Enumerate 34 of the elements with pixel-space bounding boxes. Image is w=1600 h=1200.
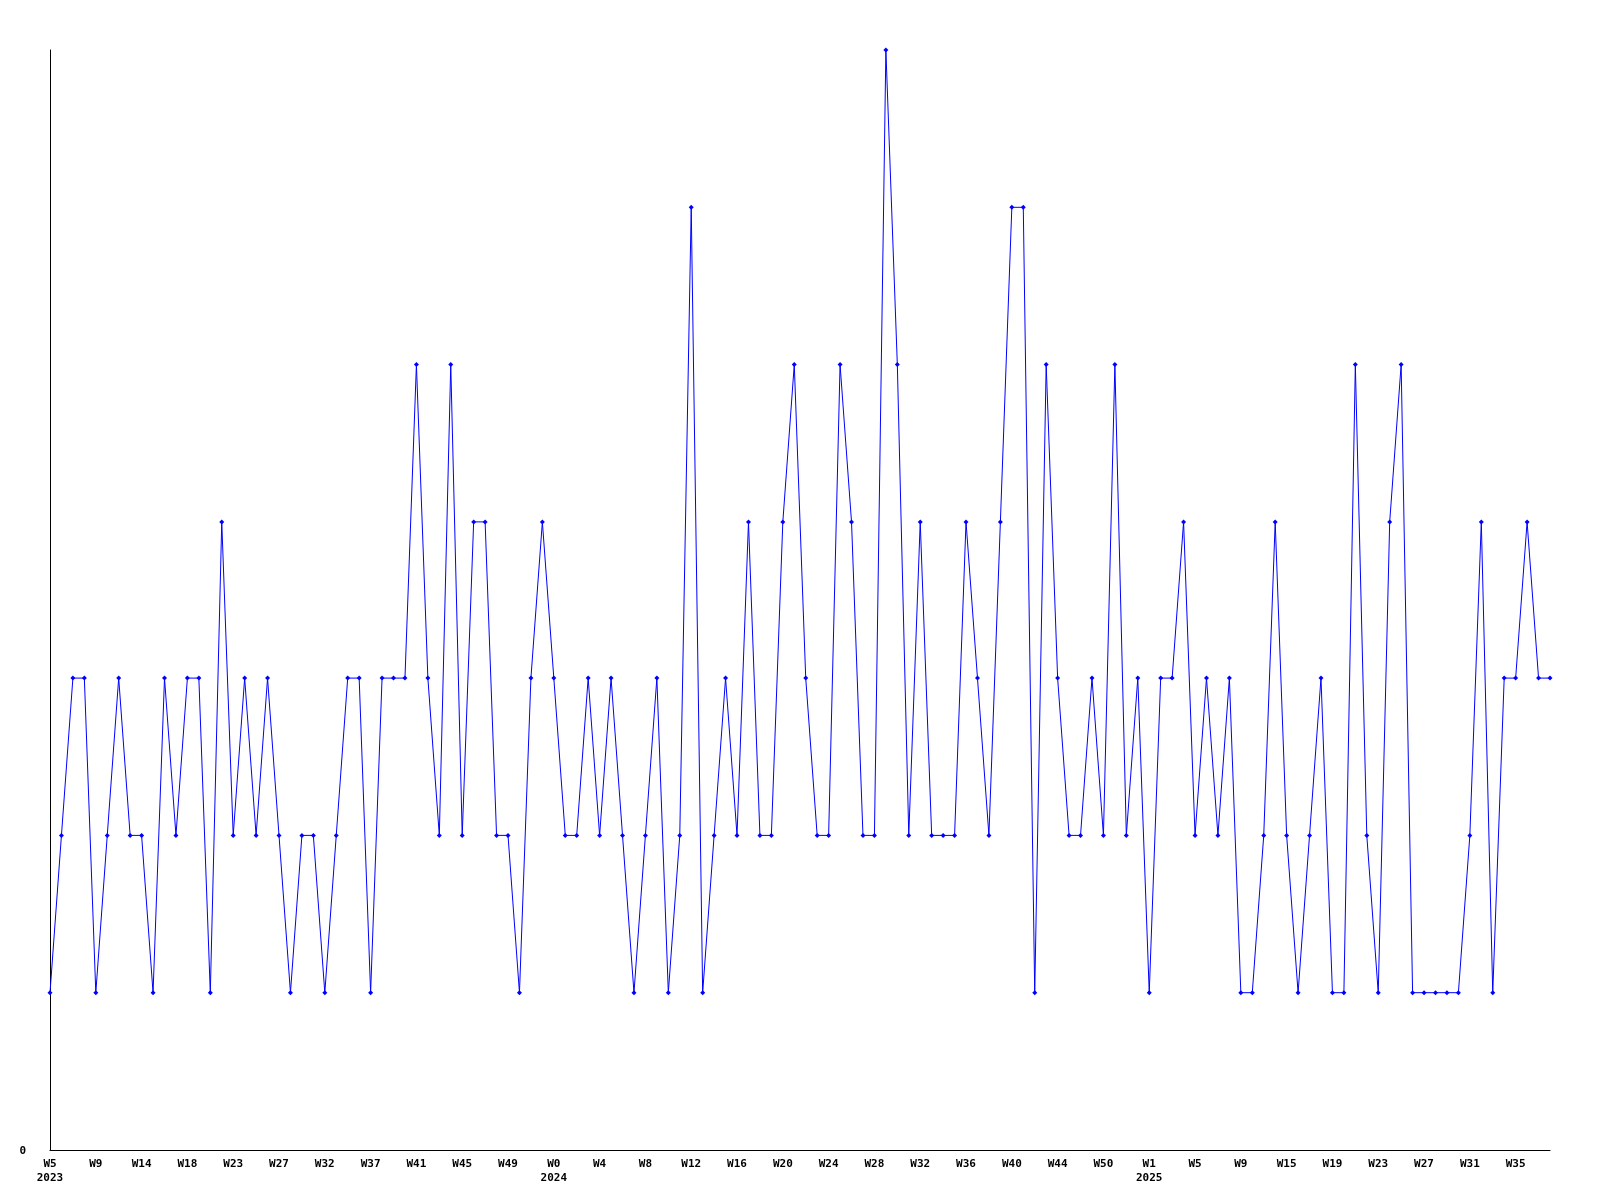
x-tick-label: W8	[638, 1156, 653, 1170]
x-tick-label: W14	[131, 1156, 152, 1170]
x-tick-label: W31	[1459, 1156, 1481, 1170]
x-tick-label: W50	[1093, 1156, 1114, 1170]
x-tick-label: W41	[406, 1156, 427, 1170]
x-tick-label: W12	[681, 1156, 702, 1170]
x-tick-label: W27	[1414, 1156, 1434, 1170]
x-tick-label: W36	[956, 1156, 977, 1170]
x-tick-label: W27	[269, 1156, 289, 1170]
text: 0	[19, 1143, 26, 1157]
x-tick-label: W49	[498, 1156, 518, 1170]
x-tick-label: W16	[727, 1156, 748, 1170]
x-tick-label: W23	[223, 1156, 244, 1170]
x-tick-label: W44	[1047, 1156, 1068, 1170]
x-tick-label: W5	[1188, 1156, 1202, 1170]
x-tick-label: W18	[177, 1156, 198, 1170]
x-tick-label: W23	[1368, 1156, 1389, 1170]
x-tick-label: W35	[1505, 1156, 1526, 1170]
x-tick-label: W1 2025	[1135, 1156, 1163, 1184]
x-tick-label: W0 2024	[540, 1156, 568, 1184]
x-tick-label: W24	[818, 1156, 839, 1170]
x-tick-label: W20	[772, 1156, 793, 1170]
x-tick-label: W9	[1234, 1156, 1248, 1170]
x-tick-label: W45	[452, 1156, 473, 1170]
x-tick-label: W40	[1001, 1156, 1022, 1170]
x-tick-label: W5 2023	[36, 1156, 64, 1184]
x-tick-label: W32	[314, 1156, 335, 1170]
x-tick-label: W4	[592, 1156, 607, 1170]
x-tick-label: W37	[360, 1156, 381, 1170]
x-tick-label: W32	[910, 1156, 931, 1170]
x-tick-label: W19	[1322, 1156, 1343, 1170]
x-tick-label: W28	[864, 1156, 885, 1170]
x-tick-label: W15	[1276, 1156, 1297, 1170]
x-tick-label: W9	[89, 1156, 103, 1170]
